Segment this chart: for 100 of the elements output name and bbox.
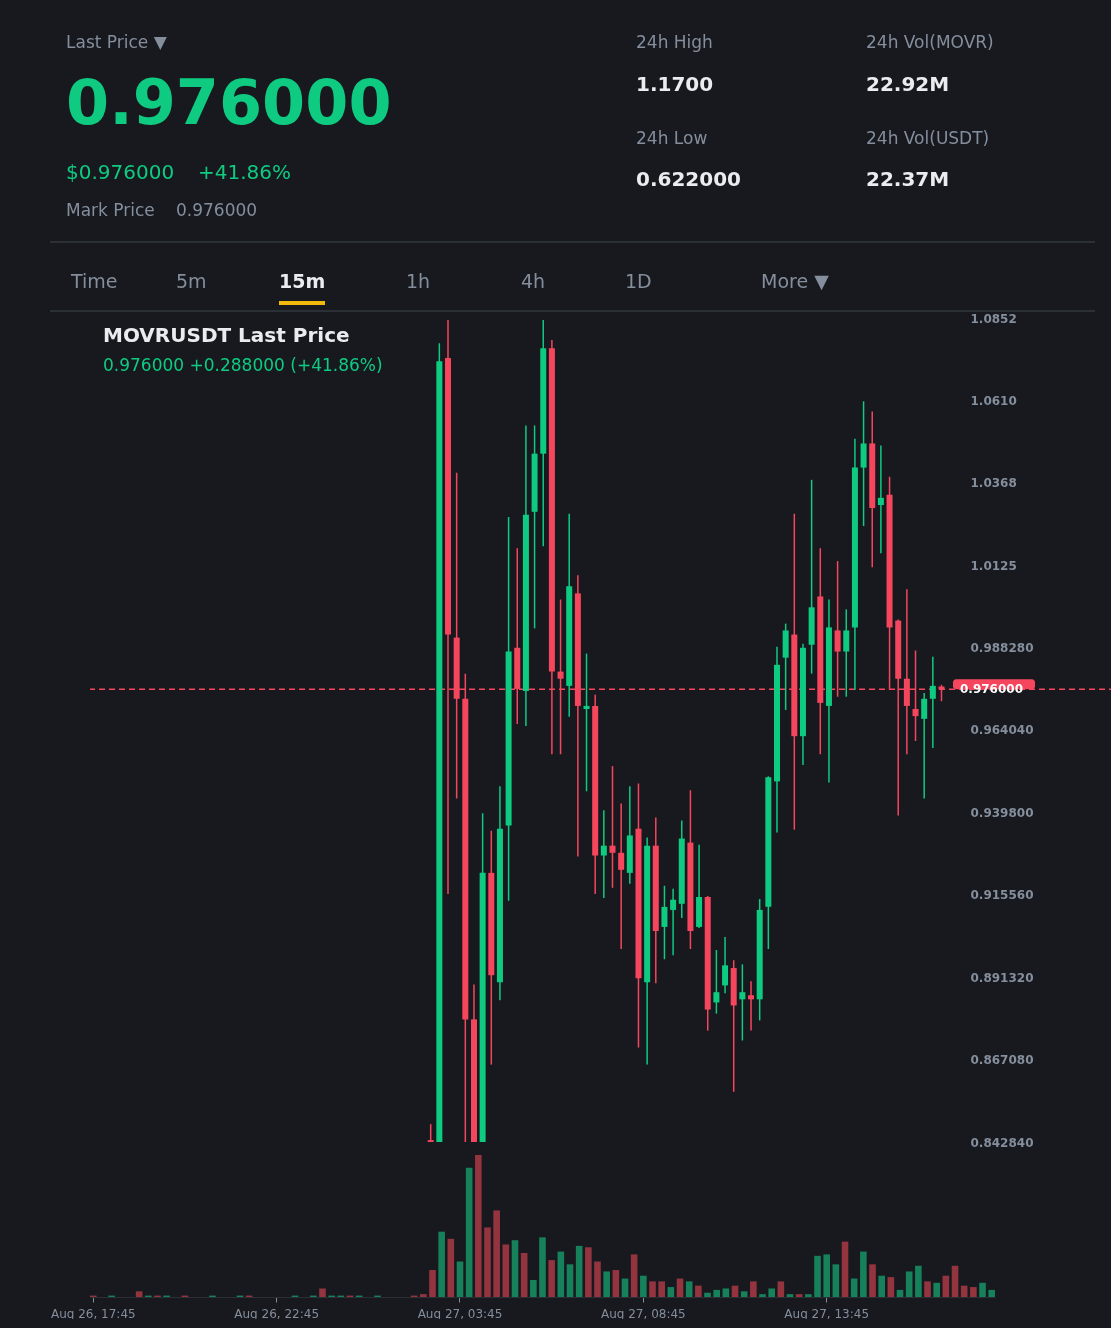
bar [603, 1271, 610, 1297]
bar [722, 1288, 730, 1297]
bar [557, 1251, 565, 1297]
bar [695, 1285, 702, 1297]
bar [685, 1281, 693, 1297]
bar [475, 1155, 482, 1297]
text: 1.1700 [636, 72, 714, 96]
bar [759, 1294, 766, 1297]
y-tick-label: 0.988280 [970, 641, 1034, 656]
bar [786, 1294, 794, 1297]
y-tick-label: 0.891320 [970, 970, 1034, 985]
chart-title: MOVRUSDT Last Price [103, 323, 350, 347]
bar [585, 1247, 592, 1297]
bar [970, 1287, 977, 1297]
y-tick-label: 1.0125 [970, 558, 1017, 573]
text: Mark Price [66, 200, 155, 221]
y-tick-label: 0.964040 [970, 723, 1034, 738]
text: 24h Low [636, 128, 708, 149]
text: 0.976000 [176, 200, 258, 221]
bar [805, 1294, 812, 1297]
bar [420, 1294, 427, 1297]
text: 24h High [636, 32, 713, 53]
text: Last Price ▼ [66, 32, 167, 53]
candlestick [609, 765, 616, 889]
bar [575, 1245, 583, 1297]
y-tick-label: 0.915560 [970, 888, 1034, 903]
y-tick-label: 1.0610 [970, 393, 1017, 408]
bar [658, 1281, 665, 1297]
bar [777, 1281, 785, 1297]
bar [511, 1240, 519, 1297]
text: 24h Vol(USDT) [866, 128, 990, 149]
bar [456, 1261, 464, 1297]
candlestick [877, 444, 884, 555]
bar [869, 1264, 876, 1297]
text: 0.976000 [66, 66, 392, 141]
bar [988, 1289, 995, 1297]
bar [539, 1237, 546, 1297]
bar [465, 1167, 473, 1297]
y-tick-label: 0.939800 [970, 805, 1034, 820]
candlestick [722, 936, 729, 994]
bar [135, 1291, 143, 1297]
text: $0.976000 [66, 160, 175, 184]
text: +41.86% [198, 160, 292, 184]
bar [502, 1244, 510, 1297]
text: 15m [279, 270, 326, 305]
bar [979, 1282, 986, 1297]
y-tick-label: 1.0368 [970, 476, 1017, 491]
bar [841, 1241, 849, 1297]
candlestick [713, 949, 720, 1015]
bar [530, 1279, 537, 1297]
bar [429, 1270, 436, 1297]
bar [887, 1277, 895, 1297]
bar [612, 1270, 620, 1297]
bar [768, 1288, 775, 1297]
bar [905, 1271, 913, 1297]
candlestick [739, 963, 746, 1042]
bar [447, 1238, 455, 1297]
bar [649, 1281, 656, 1297]
bar [704, 1292, 711, 1297]
candlestick [583, 652, 590, 793]
bar [630, 1254, 638, 1297]
candlestick [661, 885, 668, 960]
bar [740, 1291, 748, 1297]
bar [438, 1231, 445, 1297]
bar [933, 1282, 940, 1297]
bar [823, 1254, 830, 1297]
text: 5m [176, 270, 207, 293]
y-tick-label: 0.867080 [970, 1053, 1034, 1068]
text: 22.92M [866, 72, 950, 96]
text: Time [71, 270, 118, 293]
y-tick-label: 0.842840 [970, 1135, 1034, 1150]
candlestick [670, 888, 677, 956]
candlestick [748, 980, 755, 1032]
bar [795, 1294, 803, 1297]
text: More ▼ [761, 270, 829, 293]
candlestick [600, 809, 607, 899]
text: 0.976000 +0.288000 (+41.86%) [103, 355, 383, 375]
bar [594, 1261, 601, 1297]
bar [951, 1265, 959, 1297]
text: 22.37M [866, 167, 950, 191]
text: 1h [406, 270, 431, 293]
bar [484, 1227, 491, 1297]
bar [860, 1251, 867, 1297]
bar [832, 1264, 840, 1297]
bar [548, 1260, 555, 1297]
text: 4h [521, 270, 546, 293]
bar [520, 1252, 528, 1297]
bar [713, 1289, 720, 1297]
text: 24h Vol(MOVR) [866, 32, 994, 53]
bar [814, 1255, 821, 1297]
bar [750, 1281, 757, 1297]
candlestick [843, 608, 850, 698]
bar [915, 1265, 922, 1297]
text: 0.622000 [636, 167, 742, 191]
bar [667, 1287, 675, 1297]
bar [566, 1264, 574, 1297]
text: 1D [625, 270, 652, 293]
bar [640, 1275, 647, 1297]
bar [878, 1275, 885, 1297]
bar [319, 1288, 326, 1297]
